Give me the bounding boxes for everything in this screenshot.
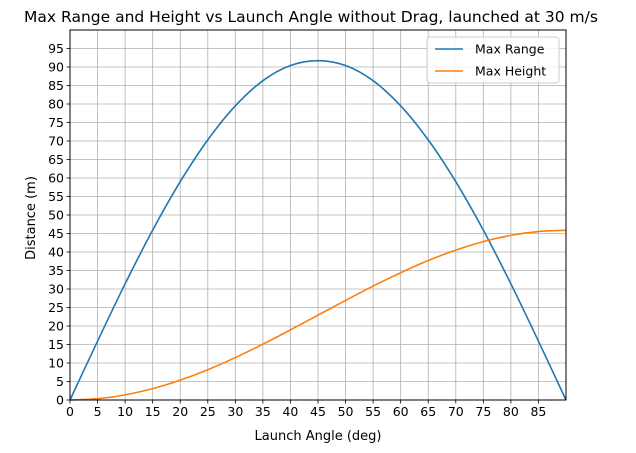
- series-line-1: [69, 229, 567, 401]
- x-tick-label: 30: [227, 404, 243, 419]
- y-tick-label: 75: [48, 115, 64, 130]
- grid: [69, 30, 566, 401]
- x-tick-label: 5: [94, 404, 102, 419]
- y-tick-label: 70: [48, 134, 64, 149]
- x-tick-label: 40: [282, 404, 298, 419]
- x-axis-label: Launch Angle (deg): [255, 429, 382, 444]
- x-tick-label: 45: [310, 404, 326, 419]
- y-tick-label: 15: [48, 337, 64, 352]
- x-tick-label: 80: [503, 404, 519, 419]
- chart-title: Max Range and Height vs Launch Angle wit…: [24, 8, 598, 26]
- y-tick-label: 65: [48, 152, 64, 167]
- x-tick-label: 50: [338, 404, 354, 419]
- y-axis-label: Distance (m): [24, 176, 39, 260]
- y-tick-label: 45: [48, 226, 64, 241]
- x-tick-label: 25: [200, 404, 216, 419]
- x-tick-label: 35: [255, 404, 271, 419]
- legend-label: Max Height: [475, 64, 546, 79]
- y-tick-label: 5: [56, 374, 64, 389]
- series-layer: [69, 59, 567, 401]
- x-tick-label: 70: [448, 404, 464, 419]
- y-tick-label: 60: [48, 171, 64, 186]
- y-tick-label: 95: [48, 41, 64, 56]
- legend-label: Max Range: [475, 42, 545, 57]
- x-tick-label: 15: [145, 404, 161, 419]
- y-tick-label: 35: [48, 263, 64, 278]
- x-tick-label: 55: [365, 404, 381, 419]
- x-tick-label: 85: [530, 404, 546, 419]
- ticks: 0 5 10 15 20 25 30 35 40 45 50 55 60 65 70 75 80 85051015…: [48, 41, 546, 419]
- y-tick-label: 90: [48, 60, 64, 75]
- x-tick-label: 65: [420, 404, 436, 419]
- y-tick-label: 85: [48, 78, 64, 93]
- legend: Max Range Max Height: [426, 36, 560, 84]
- x-tick-label: 10: [117, 404, 133, 419]
- x-tick-label: 60: [393, 404, 409, 419]
- y-tick-label: 55: [48, 189, 64, 204]
- series-line-0: [69, 59, 567, 401]
- y-tick-label: 10: [48, 356, 64, 371]
- y-tick-label: 50: [48, 208, 64, 223]
- y-tick-label: 80: [48, 97, 64, 112]
- y-tick-label: 30: [48, 282, 64, 297]
- x-tick-label: 75: [475, 404, 491, 419]
- y-tick-label: 0: [56, 393, 64, 408]
- y-tick-label: 20: [48, 319, 64, 334]
- x-tick-label: 20: [172, 404, 188, 419]
- y-tick-label: 25: [48, 300, 64, 315]
- y-tick-label: 40: [48, 245, 64, 260]
- x-tick-label: 0: [66, 404, 74, 419]
